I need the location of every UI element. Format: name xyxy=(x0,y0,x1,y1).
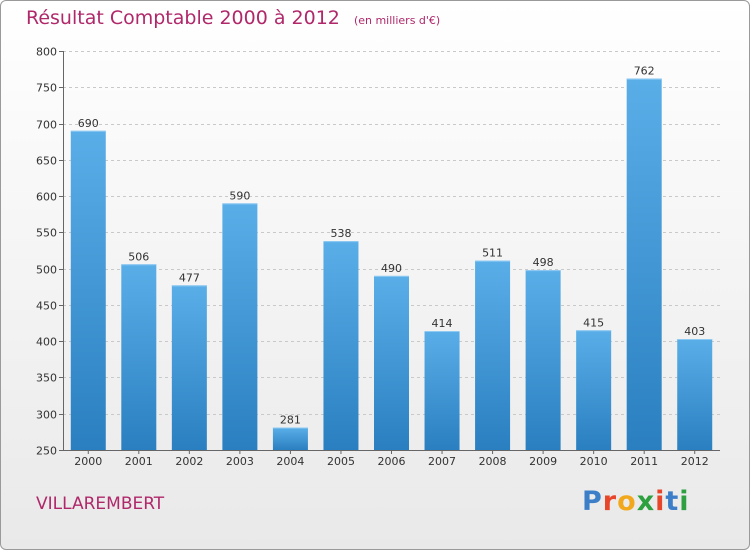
value-label-2008: 511 xyxy=(482,247,503,260)
value-label-2010: 415 xyxy=(583,316,604,329)
x-tick-label-2009: 2009 xyxy=(529,455,557,468)
bar-2006 xyxy=(374,275,409,450)
y-tick-label: 750 xyxy=(36,82,57,95)
bar-2011 xyxy=(626,78,662,451)
bar-2002 xyxy=(171,285,207,450)
town-name: VILLAREMBERT xyxy=(36,494,165,514)
y-tick-label: 600 xyxy=(36,191,57,204)
x-tick-label-2010: 2010 xyxy=(580,455,608,468)
y-tick-label: 650 xyxy=(36,155,57,168)
value-label-2006: 490 xyxy=(381,262,402,275)
logo-letter: t xyxy=(665,486,680,517)
x-tick-label-2005: 2005 xyxy=(327,455,355,468)
bar-2005 xyxy=(323,241,359,450)
chart-title: Résultat Comptable 2000 à 2012 xyxy=(26,7,340,29)
bar-2004 xyxy=(272,427,308,450)
logo-letter: i xyxy=(679,486,690,517)
bar-2007 xyxy=(424,331,460,450)
bar-2000 xyxy=(70,130,106,451)
bar-2009 xyxy=(525,270,561,450)
value-label-2009: 498 xyxy=(533,256,554,269)
chart-subtitle: (en milliers d'€) xyxy=(353,14,441,27)
y-tick-label: 800 xyxy=(36,46,57,59)
value-label-2004: 281 xyxy=(280,414,301,427)
value-label-2003: 590 xyxy=(229,189,250,202)
value-label-2000: 690 xyxy=(78,117,99,130)
bar-2003 xyxy=(222,203,258,450)
x-tick-label-2000: 2000 xyxy=(74,455,102,468)
chart-title-block: Résultat Comptable 2000 à 2012 (en milli… xyxy=(26,7,440,29)
value-label-2005: 538 xyxy=(330,227,351,240)
logo-letter: P xyxy=(582,486,603,517)
x-tick-label-2006: 2006 xyxy=(378,455,406,468)
y-tick-label: 300 xyxy=(36,409,57,422)
bar-2001 xyxy=(121,264,157,450)
value-label-2002: 477 xyxy=(179,271,200,284)
value-label-2001: 506 xyxy=(128,250,149,263)
y-tick-label: 500 xyxy=(36,264,57,277)
x-tick-label-2004: 2004 xyxy=(276,455,304,468)
bar-2010 xyxy=(576,330,612,450)
logo-letter: o xyxy=(617,486,637,517)
x-tick-label-2008: 2008 xyxy=(479,455,507,468)
bar-2012 xyxy=(677,339,713,450)
x-tick-label-2002: 2002 xyxy=(175,455,203,468)
y-tick-label: 350 xyxy=(36,372,57,385)
bar-2008 xyxy=(475,260,511,450)
axes: 250 300 350 400 450 500 550 600 650 700 750 800 2000… xyxy=(36,46,720,468)
x-tick-label-2012: 2012 xyxy=(681,455,709,468)
proxiti-logo[interactable]: Proxiti xyxy=(582,486,690,517)
y-tick-label: 250 xyxy=(36,445,57,458)
y-tick-label: 450 xyxy=(36,300,57,313)
y-tick-label: 400 xyxy=(36,336,57,349)
logo-letter: r xyxy=(602,486,618,517)
value-label-2011: 762 xyxy=(634,65,655,78)
x-tick-label-2011: 2011 xyxy=(630,455,658,468)
bars xyxy=(70,78,713,451)
data-labels: 690 506 477 590 281 538 490 414 511 498 415 762 403 xyxy=(78,65,705,427)
logo-letter: i xyxy=(655,486,666,517)
logo-letter: x xyxy=(636,486,656,517)
x-tick-label-2007: 2007 xyxy=(428,455,456,468)
x-tick-label-2001: 2001 xyxy=(125,455,153,468)
value-label-2007: 414 xyxy=(432,317,453,330)
value-label-2012: 403 xyxy=(684,325,705,338)
y-tick-label: 700 xyxy=(36,119,57,132)
y-tick-label: 550 xyxy=(36,227,57,240)
x-tick-label-2003: 2003 xyxy=(226,455,254,468)
